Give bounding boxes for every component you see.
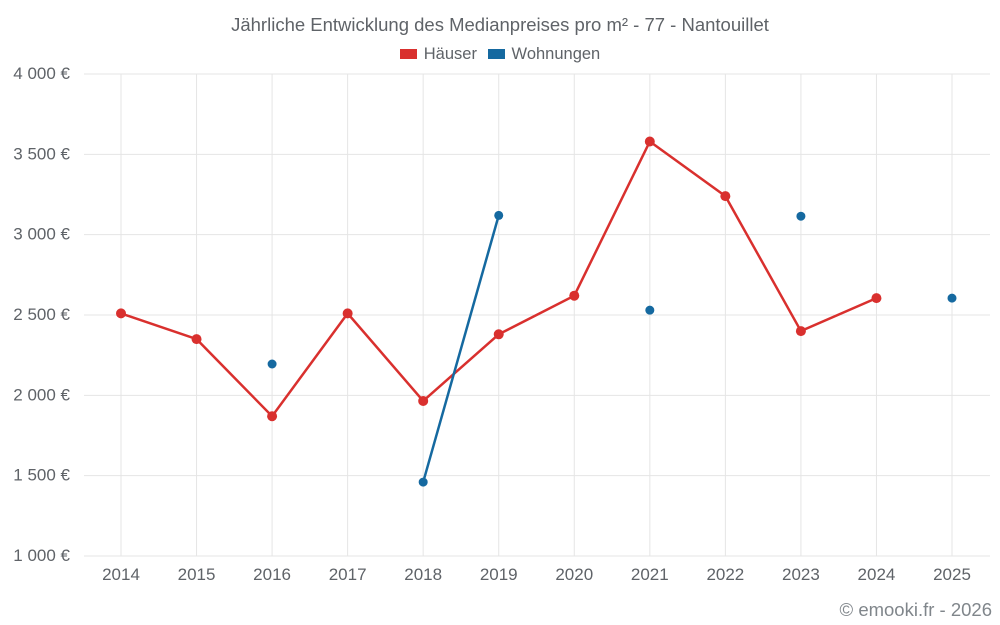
svg-text:2017: 2017: [329, 565, 367, 584]
svg-text:2 000 €: 2 000 €: [13, 385, 70, 404]
svg-text:2020: 2020: [555, 565, 593, 584]
svg-text:2014: 2014: [102, 565, 140, 584]
svg-text:2016: 2016: [253, 565, 291, 584]
svg-text:2 500 €: 2 500 €: [13, 305, 70, 324]
svg-text:2021: 2021: [631, 565, 669, 584]
svg-text:2019: 2019: [480, 565, 518, 584]
svg-text:1 000 €: 1 000 €: [13, 546, 70, 565]
svg-text:3 500 €: 3 500 €: [13, 144, 70, 163]
svg-text:4 000 €: 4 000 €: [13, 64, 70, 83]
svg-text:1 500 €: 1 500 €: [13, 466, 70, 485]
svg-text:2022: 2022: [706, 565, 744, 584]
svg-text:2025: 2025: [933, 565, 971, 584]
svg-text:2018: 2018: [404, 565, 442, 584]
svg-text:3 000 €: 3 000 €: [13, 225, 70, 244]
svg-text:2023: 2023: [782, 565, 820, 584]
svg-text:2015: 2015: [178, 565, 216, 584]
svg-text:2024: 2024: [858, 565, 896, 584]
